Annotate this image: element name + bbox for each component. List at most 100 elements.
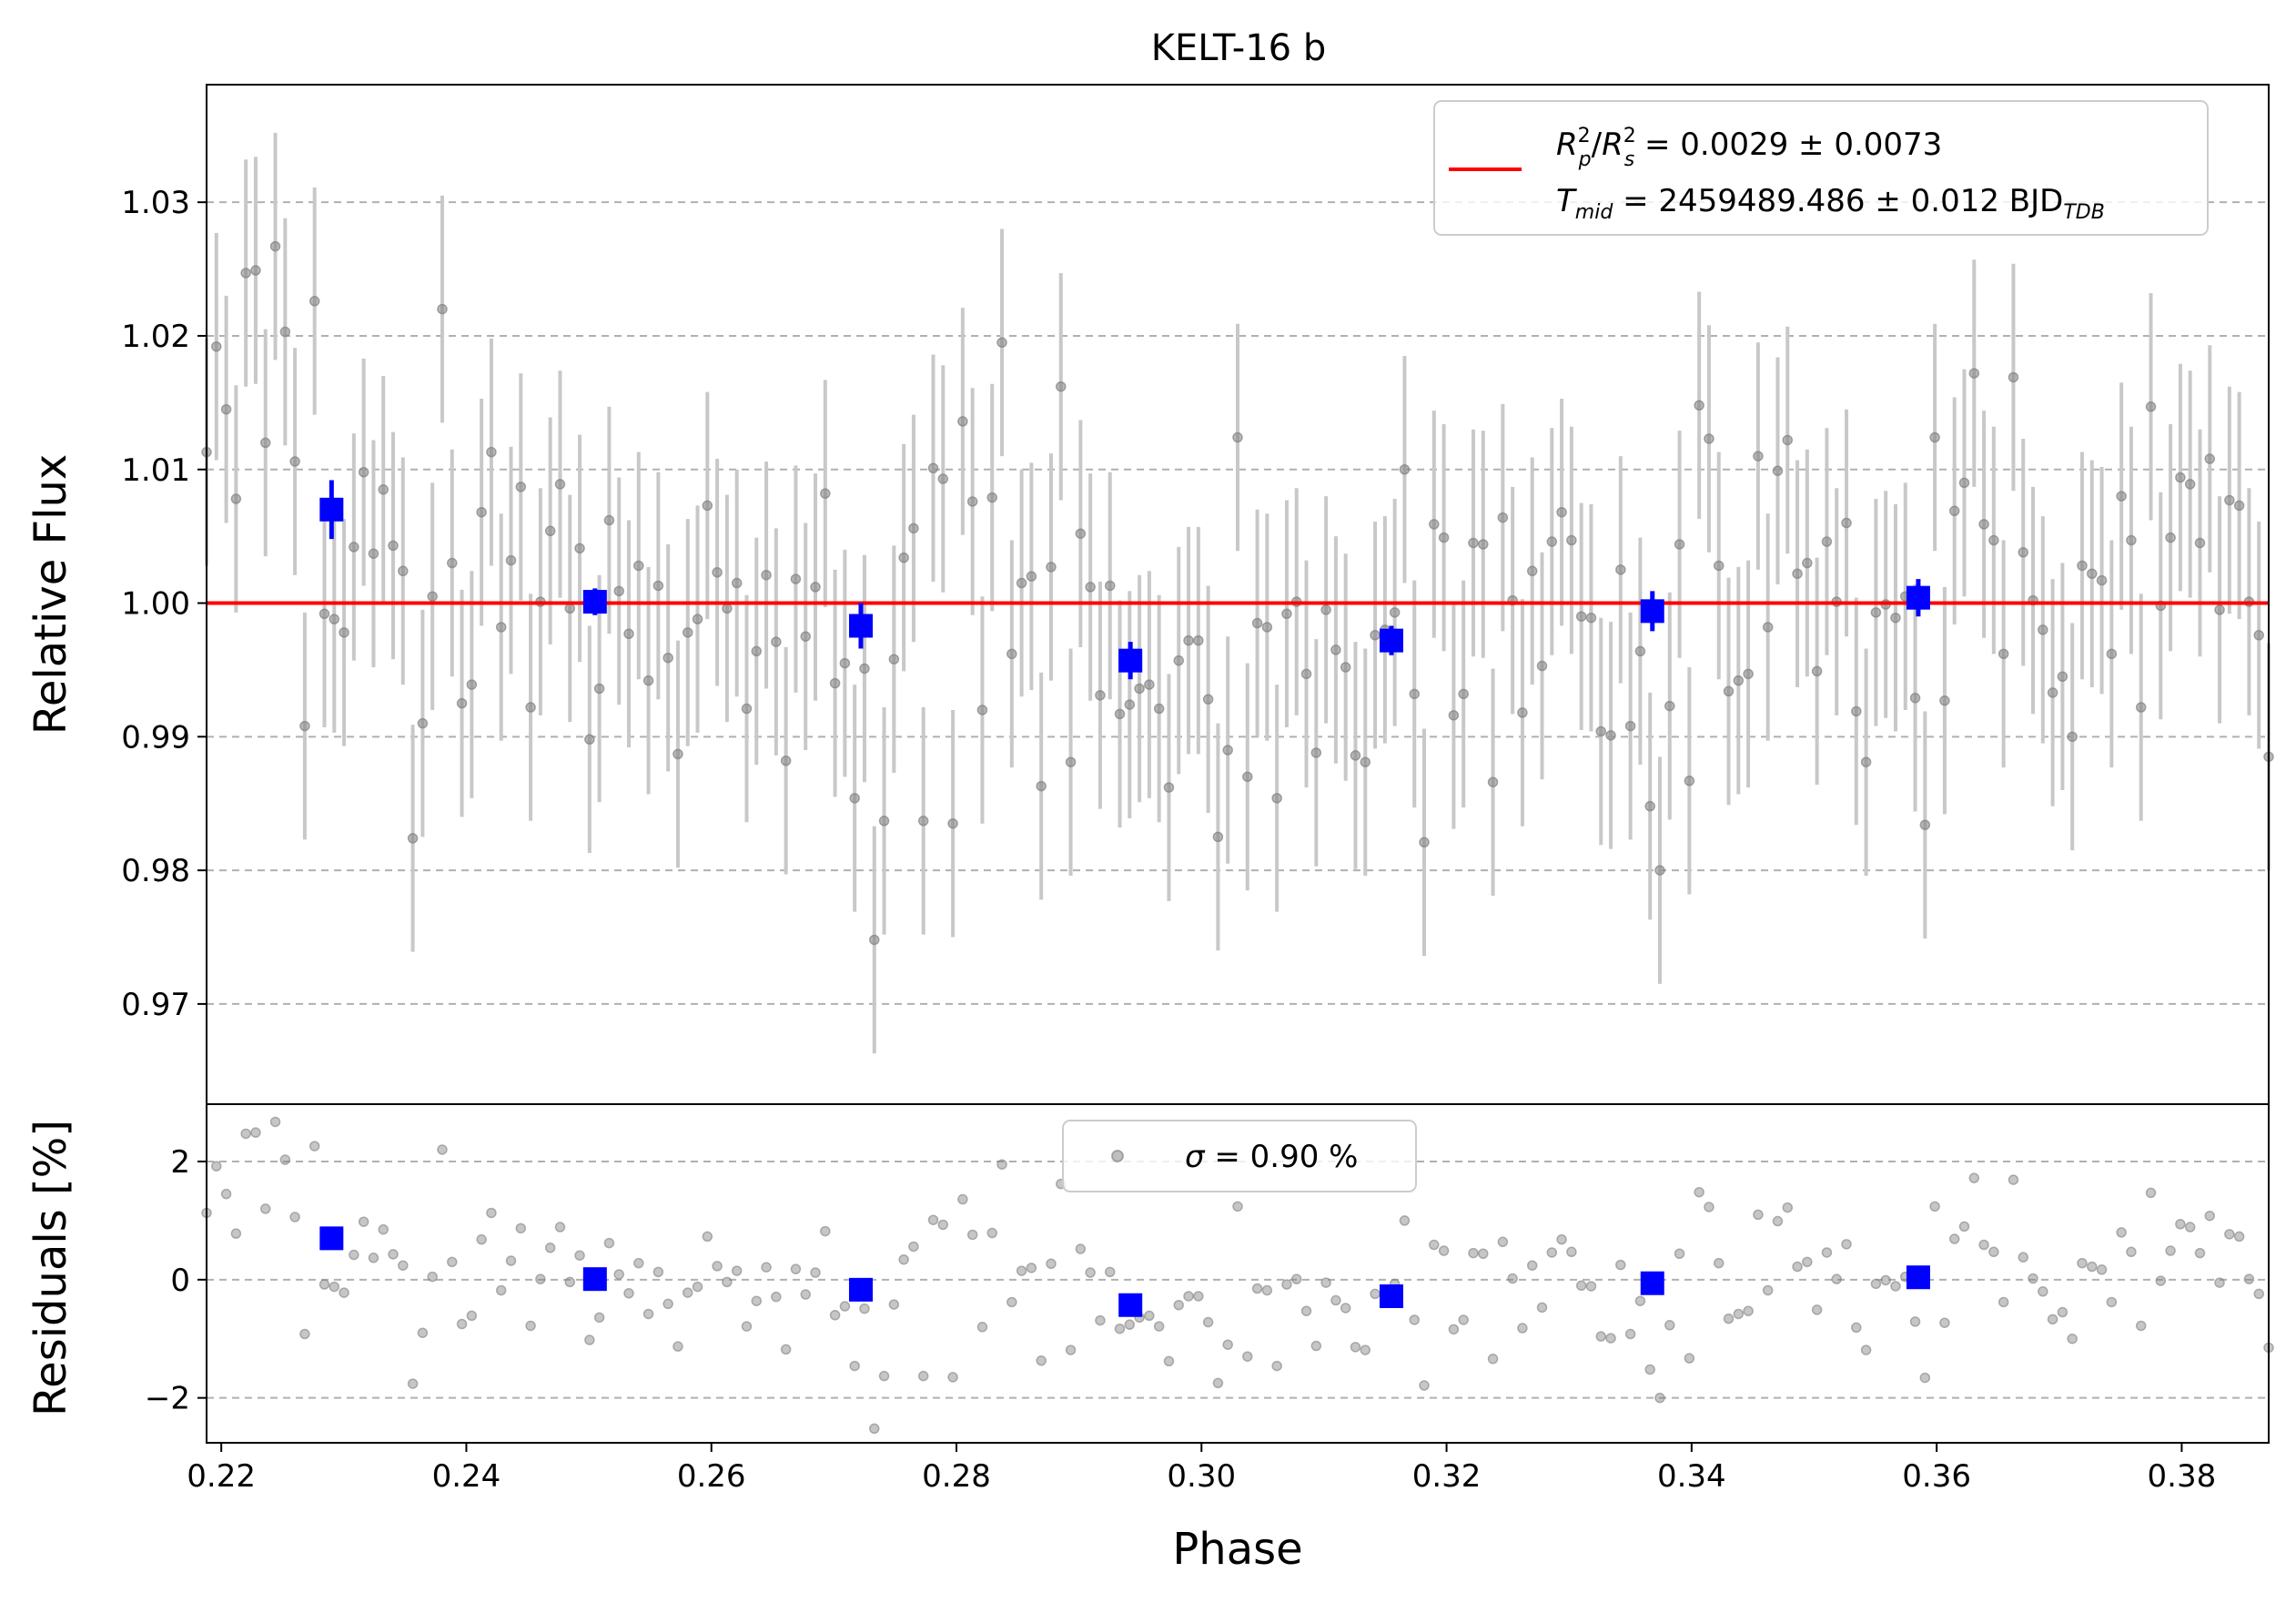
residual-data-point	[230, 1228, 242, 1239]
x-tick-label: 0.36	[1902, 1458, 1971, 1495]
residual-data-point	[1281, 1279, 1292, 1290]
residual-data-point	[544, 1243, 556, 1253]
residuals-legend: σ = 0.90 %	[1062, 1120, 1417, 1192]
flux-data-point	[603, 514, 615, 526]
residual-binned-point	[848, 1277, 873, 1302]
flux-data-point	[240, 268, 251, 279]
flux-data-point	[869, 934, 880, 946]
flux-data-point	[1723, 685, 1735, 697]
flux-data-point	[652, 580, 664, 592]
residual-data-point	[2253, 1288, 2264, 1300]
flux-data-point	[1762, 622, 1774, 633]
residual-data-point	[1310, 1340, 1322, 1352]
flux-binned-point	[582, 590, 607, 614]
flux-data-point	[790, 573, 802, 584]
residual-data-point	[2096, 1264, 2108, 1275]
residual-data-point	[447, 1256, 458, 1268]
flux-data-point	[437, 303, 448, 315]
residual-data-point	[927, 1214, 939, 1225]
residual-data-point	[1320, 1277, 1331, 1288]
flux-binned-point	[1640, 599, 1664, 624]
flux-data-point	[947, 817, 958, 829]
residual-data-point	[2194, 1247, 2206, 1259]
flux-data-point	[1350, 750, 1361, 761]
flux-data-point	[1526, 565, 1538, 577]
flux-data-point	[1644, 800, 1655, 812]
residual-data-point	[613, 1269, 624, 1280]
residual-binned-point	[582, 1267, 607, 1292]
residual-data-point	[810, 1267, 821, 1278]
flux-data-point	[1998, 648, 2009, 660]
flux-data-point	[1624, 720, 1636, 732]
residual-data-point	[751, 1295, 763, 1306]
x-tick-label: 0.28	[922, 1458, 991, 1495]
residual-data-point	[1036, 1355, 1047, 1366]
flux-data-point	[1163, 782, 1175, 793]
flux-binned-point	[319, 497, 344, 522]
flux-data-point	[820, 488, 831, 499]
residual-binned-point	[1906, 1265, 1930, 1290]
flux-data-point	[368, 548, 379, 559]
x-axis-title: Phase	[1172, 1524, 1302, 1575]
residual-data-point	[1782, 1202, 1794, 1213]
residual-data-point	[1890, 1281, 1901, 1292]
flux-data-point	[1222, 745, 1233, 756]
flux-data-point	[1909, 693, 1921, 704]
residual-data-point	[1046, 1258, 1057, 1270]
flux-data-point	[1429, 519, 1440, 530]
residual-data-point	[1114, 1323, 1126, 1334]
flux-data-point	[1978, 519, 1989, 530]
residual-data-point	[427, 1271, 438, 1283]
residual-data-point	[417, 1327, 429, 1338]
residual-data-point	[1232, 1201, 1243, 1212]
legend-sigma: σ = 0.90 %	[1185, 1139, 1358, 1175]
residual-data-point	[1419, 1380, 1430, 1391]
residual-data-point	[2057, 1306, 2068, 1318]
flux-y-axis-title: Relative Flux	[25, 454, 76, 736]
flux-data-point	[1468, 537, 1479, 549]
flux-data-point	[1261, 622, 1273, 633]
residual-data-point	[790, 1263, 802, 1274]
flux-data-point	[466, 679, 478, 690]
flux-data-point	[1085, 582, 1096, 593]
flux-data-point	[780, 756, 792, 766]
residual-data-point	[2145, 1187, 2157, 1199]
flux-legend: R2 p/R2 s = 0.0029 ± 0.0073 Tmid = 2459489…	[1433, 100, 2209, 236]
flux-y-tick-label: 1.00	[121, 586, 190, 623]
residual-data-point	[329, 1281, 340, 1293]
residual-data-point	[673, 1341, 683, 1352]
flux-binned-point	[1906, 585, 1930, 610]
residual-data-point	[1242, 1351, 1253, 1362]
x-tick-label: 0.32	[1412, 1458, 1482, 1495]
residual-data-point	[2008, 1174, 2019, 1185]
flux-y-tick-label: 1.01	[121, 452, 190, 489]
residual-data-point	[859, 1303, 870, 1314]
flux-data-point	[574, 543, 585, 554]
flux-binned-point	[848, 614, 873, 638]
flux-data-point	[2038, 624, 2048, 635]
residual-data-point	[1163, 1355, 1175, 1367]
residual-data-point	[800, 1289, 811, 1300]
residual-data-point	[2184, 1222, 2196, 1233]
residual-data-point	[476, 1233, 487, 1245]
residual-data-point	[1104, 1266, 1116, 1278]
flux-data-point	[339, 627, 349, 638]
flux-data-point	[220, 403, 232, 415]
flux-data-point	[1704, 433, 1714, 444]
flux-data-point	[1144, 679, 1155, 690]
residual-data-point	[1153, 1321, 1165, 1332]
flux-data-point	[1890, 612, 1901, 624]
residual-data-point	[2126, 1246, 2137, 1258]
residuals-y-tick-label: −2	[145, 1381, 190, 1417]
flux-data-point	[966, 496, 978, 507]
residual-data-point	[1585, 1281, 1597, 1292]
flux-data-point	[1792, 568, 1803, 579]
residual-data-point	[554, 1222, 566, 1233]
residual-data-point	[1634, 1295, 1646, 1306]
flux-data-point	[515, 482, 527, 492]
residual-data-point	[1860, 1344, 1872, 1355]
residual-data-point	[1183, 1291, 1194, 1302]
residual-data-point	[1409, 1314, 1420, 1325]
flux-data-point	[1320, 604, 1331, 615]
residual-data-point	[1212, 1377, 1224, 1389]
